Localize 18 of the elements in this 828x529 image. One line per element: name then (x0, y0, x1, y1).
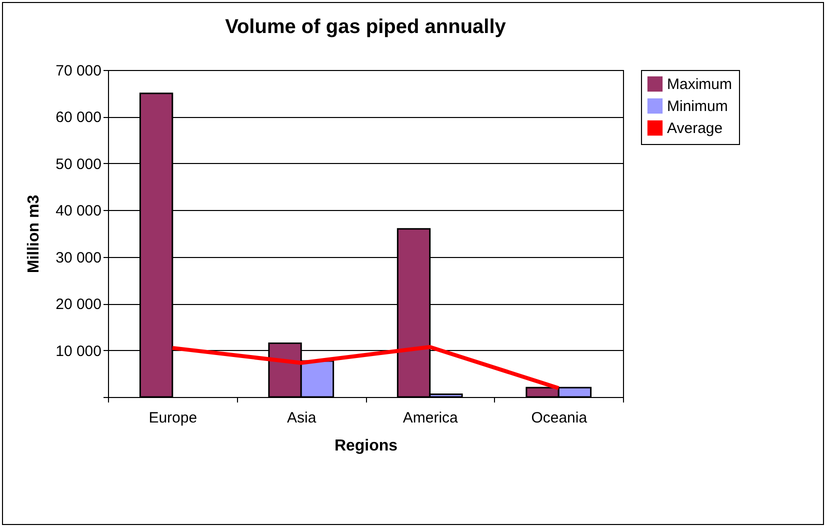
legend-label: Average (667, 120, 723, 137)
legend-label: Minimum (667, 98, 728, 115)
y-tick-label: 50 000 (56, 156, 102, 173)
x-tick-label: Europe (148, 410, 198, 426)
y-tick-label: 20 000 (56, 296, 102, 314)
y-tick-label: 70 000 (56, 62, 102, 80)
chart-title: Volume of gas piped annually (225, 16, 507, 38)
y-tick-label: 30 000 (56, 249, 102, 266)
line-series (170, 345, 561, 390)
y-tick-label: 60 000 (56, 109, 102, 126)
y-tick-label: 10 000 (56, 342, 102, 360)
x-axis-title: Regions (334, 438, 398, 454)
y-tick-label: 40 000 (56, 202, 102, 220)
x-tick-label: Oceania (531, 410, 588, 426)
y-axis-title: Million m3 (26, 194, 43, 274)
x-tick-label: Asia (287, 410, 317, 426)
x-tick-label: America (402, 410, 459, 426)
legend-label: Maximum (667, 76, 732, 93)
